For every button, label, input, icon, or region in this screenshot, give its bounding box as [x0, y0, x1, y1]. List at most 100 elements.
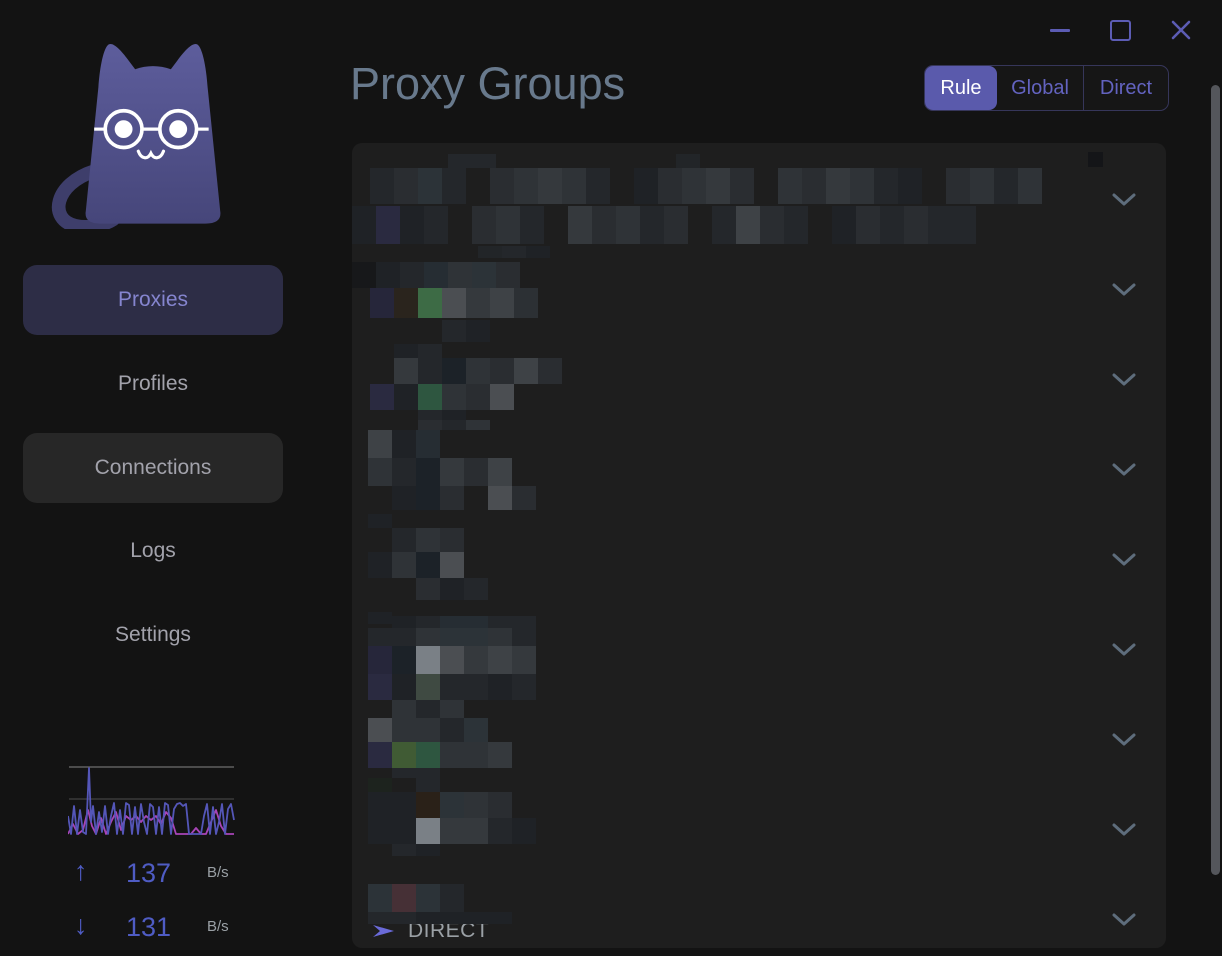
redacted-block — [586, 168, 610, 204]
redacted-block — [464, 792, 488, 818]
group-expand-chevron-icon[interactable] — [1111, 732, 1137, 748]
redacted-block — [512, 486, 536, 510]
sidebar-item-profiles[interactable]: Profiles — [23, 349, 283, 419]
group-expand-chevron-icon[interactable] — [1111, 822, 1137, 838]
redacted-block — [392, 458, 416, 486]
redacted-block — [856, 206, 880, 244]
redacted-block — [440, 718, 464, 742]
redacted-block — [376, 262, 400, 288]
redacted-block — [392, 912, 416, 924]
redacted-block — [514, 168, 538, 204]
group-expand-chevron-icon[interactable] — [1111, 552, 1137, 568]
redacted-block — [520, 206, 544, 244]
redacted-block — [418, 344, 442, 358]
redacted-block — [368, 884, 392, 912]
redacted-block — [490, 358, 514, 384]
redacted-block — [392, 628, 416, 646]
redacted-block — [442, 288, 466, 318]
redacted-block — [472, 262, 496, 288]
redacted-block — [416, 528, 440, 552]
sidebar-item-proxies[interactable]: Proxies — [23, 265, 283, 335]
scrollbar-thumb[interactable] — [1211, 85, 1220, 875]
redacted-block — [440, 884, 464, 912]
proxy-groups-panel: DIRECT — [352, 143, 1166, 948]
redacted-block — [368, 628, 392, 646]
redacted-block — [448, 262, 472, 288]
redacted-block — [466, 320, 490, 342]
maximize-button[interactable] — [1100, 10, 1140, 50]
sidebar-item-logs[interactable]: Logs — [23, 516, 283, 586]
redacted-block — [802, 168, 826, 204]
redacted-block — [562, 168, 586, 204]
redacted-block — [634, 168, 658, 204]
redacted-block — [418, 410, 442, 422]
redacted-block — [850, 168, 874, 204]
group-expand-chevron-icon[interactable] — [1111, 912, 1137, 928]
redacted-block — [370, 384, 394, 410]
redacted-block — [488, 792, 512, 818]
redacted-block — [488, 674, 512, 700]
redacted-block — [490, 168, 514, 204]
cat-glasses — [94, 108, 209, 150]
redacted-block — [440, 792, 464, 818]
redacted-block — [512, 628, 536, 646]
cat-tail — [52, 164, 120, 229]
redacted-block — [416, 486, 440, 510]
redacted-block — [880, 206, 904, 244]
redacted-block — [392, 674, 416, 700]
minimize-button[interactable] — [1040, 10, 1080, 50]
sidebar-item-settings[interactable]: Settings — [23, 600, 283, 670]
redacted-block — [440, 616, 464, 628]
redacted-block — [464, 458, 488, 486]
redacted-block — [368, 552, 392, 578]
redacted-block — [466, 288, 490, 318]
redacted-block — [448, 154, 472, 168]
redacted-block — [502, 246, 526, 258]
group-expand-chevron-icon[interactable] — [1111, 372, 1137, 388]
redacted-block — [440, 742, 464, 768]
mode-rule-button[interactable]: Rule — [925, 66, 997, 110]
redacted-block — [512, 674, 536, 700]
redacted-block — [712, 206, 736, 244]
redacted-block — [488, 628, 512, 646]
redacted-block — [464, 646, 488, 674]
group-expand-chevron-icon[interactable] — [1111, 192, 1137, 208]
redacted-block — [440, 674, 464, 700]
mode-direct-button[interactable]: Direct — [1084, 66, 1168, 110]
direct-proxy-label: DIRECT — [408, 919, 490, 942]
redacted-block — [676, 154, 700, 168]
mode-global-button[interactable]: Global — [997, 66, 1083, 110]
redacted-block — [392, 486, 416, 510]
close-icon — [1171, 20, 1191, 40]
redacted-block — [826, 168, 850, 204]
download-speed-unit: B/s — [207, 918, 229, 935]
redacted-block — [568, 206, 592, 244]
redacted-block — [952, 206, 976, 244]
redacted-block — [994, 168, 1018, 204]
redacted-block — [392, 700, 416, 720]
redacted-block — [970, 168, 994, 204]
redacted-block — [368, 778, 392, 792]
redacted-block — [368, 912, 392, 924]
redacted-block — [392, 742, 416, 768]
redacted-block — [352, 206, 376, 244]
redacted-block — [478, 246, 502, 258]
redacted-block — [400, 262, 424, 288]
redacted-block — [392, 552, 416, 578]
group-expand-chevron-icon[interactable] — [1111, 462, 1137, 478]
page-title: Proxy Groups — [350, 58, 626, 109]
traffic-graph-upload-line — [68, 767, 235, 835]
redacted-block — [416, 778, 440, 792]
minimize-icon — [1050, 28, 1070, 32]
redacted-block — [368, 514, 392, 528]
redacted-block — [392, 646, 416, 674]
redacted-block — [416, 646, 440, 674]
direct-proxy-item[interactable]: DIRECT — [372, 919, 489, 943]
redacted-block — [424, 262, 448, 288]
group-expand-chevron-icon[interactable] — [1111, 642, 1137, 658]
group-expand-chevron-icon[interactable] — [1111, 282, 1137, 298]
redacted-block — [526, 246, 550, 258]
redacted-block — [392, 768, 416, 778]
close-button[interactable] — [1161, 10, 1201, 50]
sidebar-item-connections[interactable]: Connections — [23, 433, 283, 503]
